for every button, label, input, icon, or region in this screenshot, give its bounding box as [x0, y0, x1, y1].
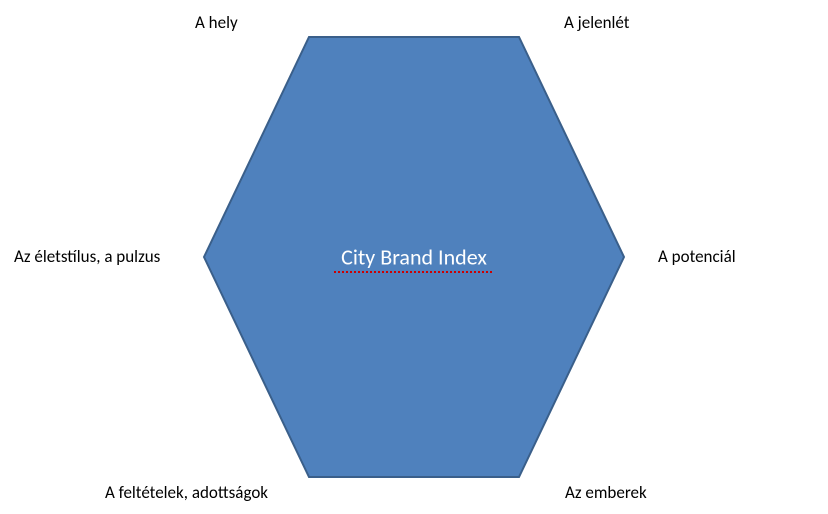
center-title: City Brand Index	[341, 244, 487, 271]
label-top-left: A hely	[195, 12, 238, 33]
label-mid-right: A potenciál	[658, 246, 736, 267]
hexagon-diagram: City Brand Index A hely A jelenlét Az él…	[0, 0, 828, 514]
center-underline	[334, 271, 494, 273]
label-top-right: A jelenlét	[564, 12, 629, 33]
label-mid-left: Az életstílus, a pulzus	[14, 246, 160, 267]
label-bottom-left: A feltételek, adottságok	[105, 482, 268, 503]
label-bottom-right: Az emberek	[565, 482, 647, 503]
